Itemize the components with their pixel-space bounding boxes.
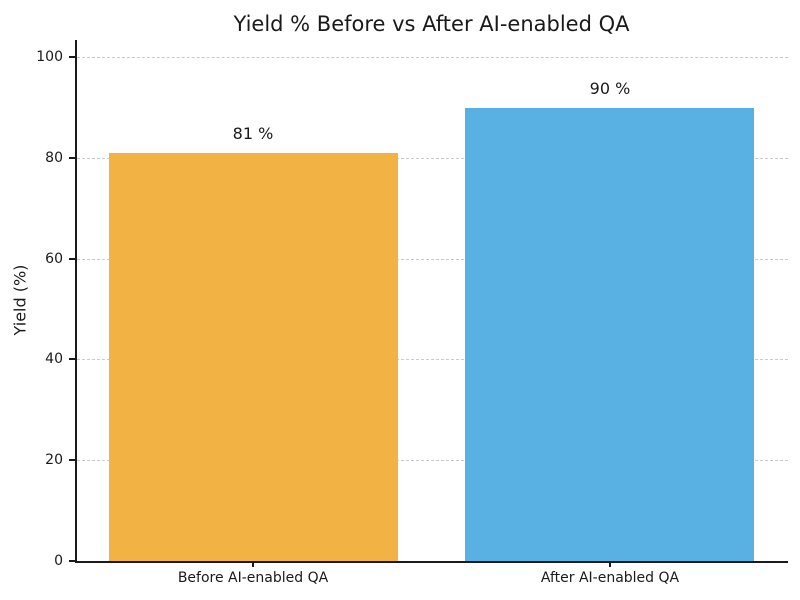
chart-title: Yield % Before vs After AI-enabled QA bbox=[233, 12, 630, 36]
y-tick-label-100: 100 bbox=[36, 49, 63, 66]
y-tick-label-0: 0 bbox=[54, 553, 63, 569]
gridline-y-20 bbox=[77, 460, 788, 462]
bar-before-ai-enabled-qa bbox=[109, 153, 398, 561]
y-tick-label-80: 80 bbox=[45, 149, 63, 166]
gridline-y-100 bbox=[77, 57, 788, 59]
y-axis-label: Yield (%) bbox=[10, 264, 30, 336]
y-tick-mark-60 bbox=[69, 257, 75, 260]
y-tick-mark-80 bbox=[69, 156, 75, 159]
x-tick-label-after-ai-enabled-qa: After AI-enabled QA bbox=[540, 570, 680, 586]
x-tick-mark-before-ai-enabled-qa bbox=[252, 561, 254, 567]
y-axis-spine bbox=[75, 40, 77, 563]
gridline-y-40 bbox=[77, 359, 788, 361]
y-tick-mark-20 bbox=[69, 459, 75, 462]
bar-value-label-before-ai-enabled-qa: 81 % bbox=[232, 124, 274, 143]
gridline-y-80 bbox=[77, 157, 788, 159]
y-tick-mark-0 bbox=[69, 560, 75, 562]
bar-after-ai-enabled-qa bbox=[465, 108, 754, 561]
plot-area: 0 20 40 60 80 100 81 % Before AI-enabled QA 90 %… bbox=[36, 40, 788, 585]
y-tick-label-40: 40 bbox=[45, 351, 63, 368]
x-tick-mark-after-ai-enabled-qa bbox=[609, 561, 611, 567]
x-tick-label-before-ai-enabled-qa: Before AI-enabled QA bbox=[177, 570, 329, 586]
x-axis-spine bbox=[75, 561, 788, 563]
y-tick-label-20: 20 bbox=[45, 452, 63, 469]
y-tick-mark-40 bbox=[69, 358, 75, 361]
y-tick-mark-100 bbox=[69, 56, 75, 59]
y-tick-label-60: 60 bbox=[45, 250, 63, 267]
gridline-y-60 bbox=[77, 258, 788, 260]
bar-value-label-after-ai-enabled-qa: 90 % bbox=[589, 79, 631, 98]
